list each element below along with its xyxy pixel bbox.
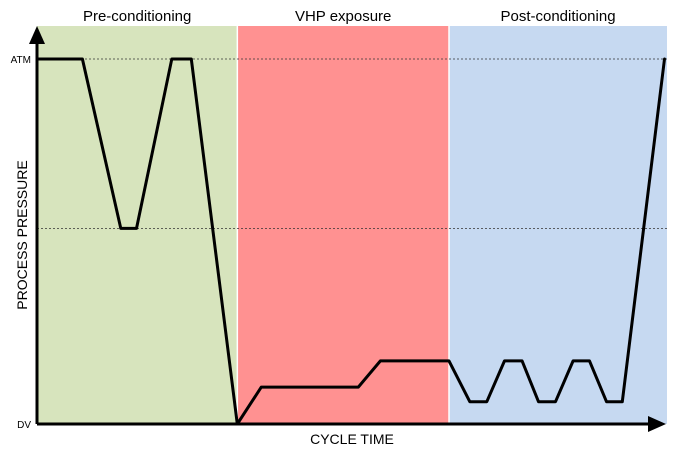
x-axis-arrowhead-icon bbox=[648, 416, 666, 432]
dashed-level-lines bbox=[37, 58, 667, 229]
y-axis-title: PROCESS PRESSURE bbox=[14, 160, 30, 309]
phase-dividers bbox=[236, 26, 450, 424]
axes bbox=[29, 26, 666, 432]
pressure-curve bbox=[35, 57, 666, 426]
phase-region-post-conditioning bbox=[449, 26, 667, 424]
phase-region-vhp-exposure bbox=[237, 26, 450, 424]
y-tick-label-atm: ATM bbox=[11, 55, 31, 66]
phase-label-post-conditioning: Post-conditioning bbox=[500, 8, 615, 25]
y-axis-arrowhead-icon bbox=[29, 26, 45, 44]
y-tick-label-dv: DV bbox=[17, 420, 31, 431]
phase-backgrounds bbox=[37, 26, 667, 424]
phase-label-vhp-exposure: VHP exposure bbox=[295, 8, 391, 25]
x-axis-title: CYCLE TIME bbox=[310, 431, 394, 447]
phase-label-pre-conditioning: Pre-conditioning bbox=[83, 8, 191, 25]
